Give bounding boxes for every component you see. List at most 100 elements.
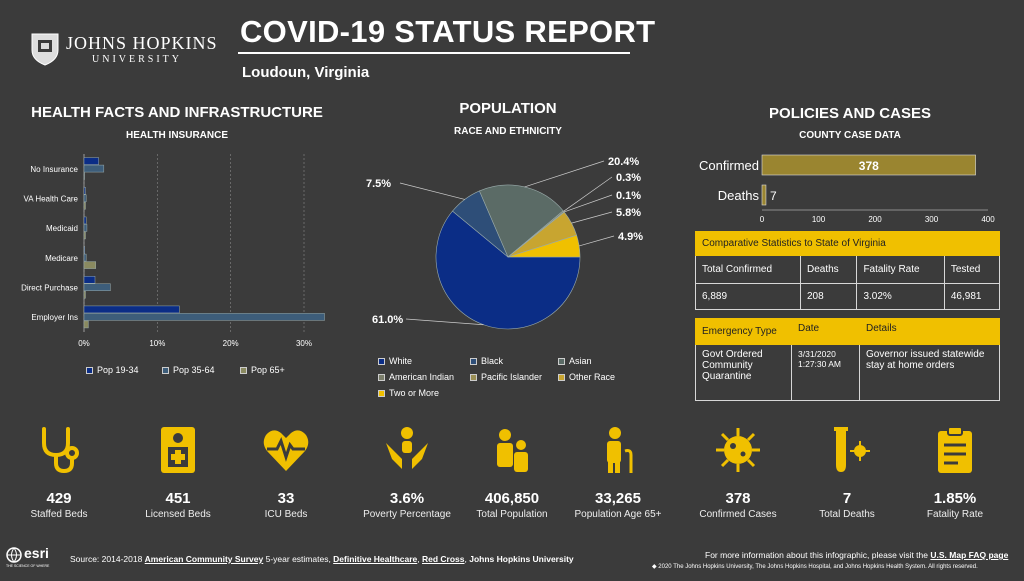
health-legend-item: Pop 35-64 (162, 365, 215, 375)
elderly-icon (607, 427, 633, 473)
table-title: Comparative Statistics to State of Virgi… (695, 231, 1000, 256)
legend-label: Pop 65+ (251, 365, 285, 375)
leader-line (564, 194, 613, 213)
bar (83, 172, 85, 180)
x-tick-label: 400 (981, 215, 995, 224)
category-label: Direct Purchase (21, 284, 78, 293)
category-label: VA Health Care (23, 195, 78, 204)
emergency-type: Govt Ordered Community Quarantine (695, 344, 792, 401)
category-label: No Insurance (30, 165, 78, 174)
stat-label: Poverty Percentage (363, 509, 451, 520)
university-subtitle: UNIVERSITY (92, 54, 182, 65)
hands-icon (386, 427, 428, 469)
legend-swatch (86, 367, 93, 375)
test-tube-icon (834, 427, 870, 472)
category-label: Medicaid (46, 224, 78, 233)
jhu-source: Johns Hopkins University (469, 554, 574, 564)
x-tick-label: 0% (78, 339, 90, 348)
legend-swatch (470, 358, 477, 366)
table-cell: 3.02% (856, 283, 945, 310)
pie-value-label: 7.5% (366, 178, 391, 190)
health-legend-item: Pop 19-34 (86, 365, 139, 375)
stat-total-deaths: 7 Total Deaths (802, 425, 892, 521)
bar (83, 246, 85, 254)
stat-value: 406,850 (484, 490, 540, 507)
heartbeat-icon (263, 430, 309, 471)
more-info-prefix: For more information about this infograp… (705, 550, 931, 560)
jhu-shield-icon (31, 33, 59, 66)
globe-icon (6, 547, 22, 563)
category-label: Medicare (45, 254, 78, 263)
pie-value-label: 61.0% (372, 314, 403, 326)
x-tick-label: 30% (296, 339, 312, 348)
stat-value: 33,265 (595, 490, 641, 507)
population-subheading: RACE AND ETHNICITY (454, 126, 562, 137)
bar (761, 184, 767, 206)
leader-line (524, 160, 605, 188)
title-underline (238, 52, 630, 54)
table-cell: 46,981 (943, 283, 1001, 310)
bar (83, 202, 86, 210)
health-subheading: HEALTH INSURANCE (125, 130, 229, 141)
legend-swatch (378, 358, 385, 366)
legend-label: Black (481, 356, 504, 366)
bar (761, 154, 976, 176)
legend-label: Pacific Islander (481, 372, 543, 382)
stethoscope-icon (42, 427, 79, 474)
comparative-stats-table: Comparative Statistics to State of Virgi… (695, 231, 1001, 310)
x-tick-label: 300 (925, 215, 939, 224)
pie-legend-item: Two or More (378, 388, 439, 398)
pie-legend-item: Black (470, 356, 503, 366)
stat-label: Population Age 65+ (574, 509, 662, 520)
bar (83, 157, 99, 165)
emergency-details: Governor issued statewide stay at home o… (859, 344, 1000, 401)
legend-label: Other Race (569, 372, 616, 382)
stat-fatality-rate: 1.85% Fatality Rate (910, 425, 1000, 521)
table-header-row: Emergency Type Date Details (695, 318, 1000, 345)
legend-swatch (558, 374, 565, 382)
health-legend-item: Pop 65+ (240, 365, 285, 375)
esri-wordmark: esri (24, 545, 49, 561)
table-header: Fatality Rate (856, 255, 945, 284)
leader-line (563, 176, 613, 212)
bar (83, 164, 105, 173)
table-header: Details (859, 318, 1000, 345)
legend-swatch (162, 367, 169, 375)
pie-slice (435, 210, 581, 330)
acs-link[interactable]: American Community Survey (144, 554, 264, 564)
page-title: COVID-19 STATUS REPORT (240, 14, 656, 49)
legend-swatch (558, 358, 565, 366)
bar (83, 187, 86, 195)
red-cross-link[interactable]: Red Cross (422, 554, 465, 564)
clipboard-icon (938, 426, 972, 473)
bar-value-label: 7 (770, 189, 777, 203)
health-insurance-chart: 0% 10% 20% 30% No Insurance VA Health Care Med… (21, 154, 325, 348)
source-mid: 5-year estimates, (263, 554, 334, 564)
x-tick-label: 20% (223, 339, 239, 348)
x-tick-label: 10% (149, 339, 165, 348)
source-text: Source: 2014-2018 American Community Sur… (70, 554, 574, 564)
emergency-table: Emergency Type Date Details Govt Ordered… (695, 318, 1000, 401)
legend-label: Two or More (389, 388, 440, 398)
category-label: Employer Ins (31, 313, 78, 322)
pie-value-label: 4.9% (618, 231, 643, 243)
table-row: Govt Ordered Community Quarantine 3/31/2… (695, 344, 1000, 401)
stat-value: 7 (842, 490, 852, 507)
stat-total-population: 406,850 Total Population (467, 425, 557, 521)
stat-value: 378 (725, 490, 751, 507)
table-row: 6,889 208 3.02% 46,981 (695, 283, 1001, 310)
bar (83, 291, 86, 299)
county-case-chart: 0 100 200 300 400 Confirmed 378 Deaths 7 (699, 154, 995, 224)
stat-label: Total Population (476, 509, 548, 520)
source-sep: , (417, 554, 422, 564)
table-header-row: Total Confirmed Deaths Fatality Rate Tes… (695, 255, 1001, 284)
faq-link[interactable]: U.S. Map FAQ page (930, 550, 1009, 560)
stat-icu-beds: 33 ICU Beds (241, 425, 331, 521)
stat-value: 451 (165, 490, 191, 507)
licensed-bed-icon (161, 427, 195, 473)
legend-label: American Indian (389, 372, 455, 382)
x-tick-label: 100 (812, 215, 826, 224)
stat-label: Licensed Beds (145, 509, 211, 520)
stat-value: 33 (277, 490, 295, 507)
definitive-healthcare-link[interactable]: Definitive Healthcare (333, 554, 418, 564)
